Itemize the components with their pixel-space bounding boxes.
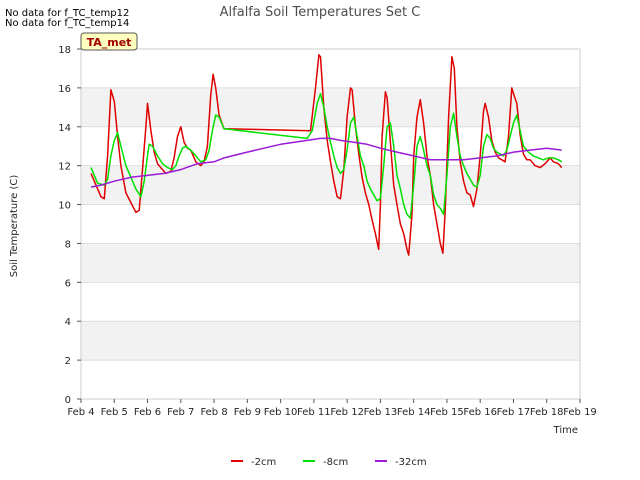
y-tick-label: 10 [58, 201, 71, 212]
background-bands [81, 87, 580, 361]
x-tick-label: Feb 7 [167, 407, 194, 418]
no-data-note-1: No data for f_TC_temp12 [5, 8, 130, 19]
x-tick-label: Feb 18 [530, 407, 564, 418]
x-tick-label: Feb 10 [264, 407, 298, 418]
x-tick-label: Feb 4 [67, 407, 94, 418]
site-badge-box [80, 32, 138, 51]
y-tick-label: 12 [58, 162, 71, 173]
y-tick-label: 8 [65, 239, 71, 250]
x-tick-label: Feb 6 [134, 407, 161, 418]
legend-2cm-label: -2cm [251, 457, 276, 468]
y-tick-label: 4 [65, 317, 71, 328]
x-tick-label: Feb 13 [364, 407, 398, 418]
chart-title: Alfalfa Soil Temperatures Set C [220, 5, 421, 20]
site-badge: TA_met [80, 32, 138, 51]
site-badge-label: TA_met [87, 36, 132, 49]
y-tick-label: 16 [58, 84, 71, 95]
x-tick-label: Feb 5 [101, 407, 128, 418]
y-tick-label: 18 [58, 45, 71, 56]
series-line-2cm [90, 54, 563, 256]
series-line-8cm [90, 92, 563, 219]
y-tick-label: 14 [58, 123, 71, 134]
x-axis-label: Time [553, 425, 578, 436]
x-tick-label: Feb 17 [497, 407, 531, 418]
x-tick-label: Feb 15 [430, 407, 464, 418]
y-axis-ticks: 0 2 4 6 8 10 12 14 16 18 [58, 45, 81, 406]
x-tick-label: Feb 14 [397, 407, 431, 418]
x-tick-label: Feb 9 [234, 407, 261, 418]
no-data-note-2: No data for f_TC_temp14 [5, 18, 130, 29]
band-10-12 [81, 165, 580, 205]
plot-frame [80, 48, 581, 400]
band-14-16 [81, 87, 580, 127]
x-tick-label: Feb 8 [200, 407, 227, 418]
x-tick-label: Feb 12 [330, 407, 364, 418]
y-tick-label: 2 [65, 356, 71, 367]
legend-8cm-label: -8cm [323, 457, 348, 468]
x-tick-label: Feb 19 [563, 407, 597, 418]
series-line-32cm [90, 137, 562, 188]
y-tick-label: 0 [65, 395, 71, 406]
series-lines [90, 54, 563, 256]
y-tick-label: 6 [65, 278, 71, 289]
band-2-4 [81, 321, 580, 361]
y-axis-label: Soil Temperature (C) [9, 175, 20, 278]
legend: -2cm -8cm -32cm [231, 457, 427, 468]
band-6-8 [81, 243, 580, 283]
x-tick-label: Feb 11 [297, 407, 331, 418]
x-tick-label: Feb 16 [463, 407, 497, 418]
x-axis-ticks: Feb 4 Feb 5 Feb 6 Feb 7 Feb 8 Feb 9 Feb 10 Feb … [67, 399, 597, 418]
legend-32cm-label: -32cm [395, 457, 427, 468]
